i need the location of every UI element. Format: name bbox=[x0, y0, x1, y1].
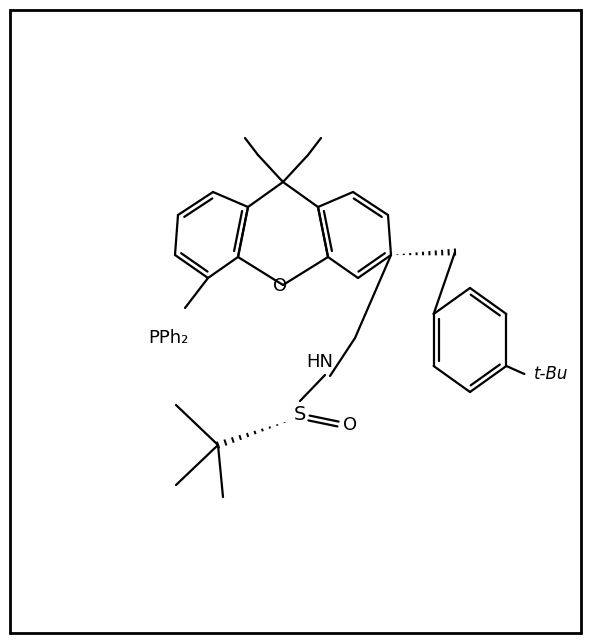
Text: S: S bbox=[294, 406, 306, 424]
FancyBboxPatch shape bbox=[10, 10, 581, 633]
Text: HN: HN bbox=[307, 353, 333, 371]
Text: O: O bbox=[343, 416, 357, 434]
Text: PPh₂: PPh₂ bbox=[148, 329, 189, 347]
Text: t-Bu: t-Bu bbox=[534, 365, 569, 383]
Text: O: O bbox=[273, 277, 287, 295]
